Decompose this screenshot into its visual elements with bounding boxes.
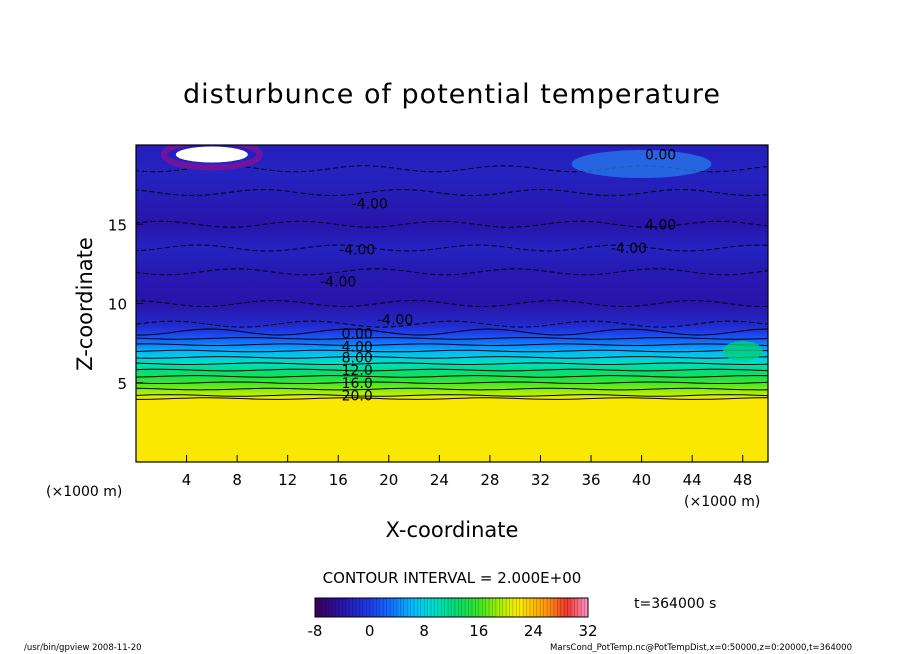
contour-line-14: [136, 299, 768, 308]
y-axis-ticks: 5 10 15: [108, 216, 143, 393]
y-tick-label-2: 15: [108, 216, 127, 234]
contour-line-18: [136, 189, 768, 197]
contour-line-16: [136, 244, 768, 252]
contour-label-9: 8.00: [342, 350, 373, 366]
plot-area: 0.00-4.00-4.00 -4.00-4.00-4.004.000.004.0…: [135, 144, 769, 463]
x-tick-label-4: 20: [379, 471, 398, 489]
contour-label-7: 0.00: [342, 327, 373, 343]
contour-line-17: [136, 220, 768, 228]
x-tick-label-8: 36: [581, 471, 600, 489]
contour-label-2: -4.00: [339, 243, 375, 259]
contour-label-3: -4.00: [611, 241, 647, 257]
contour-lines: [136, 165, 768, 400]
x-tick-label-3: 16: [329, 471, 348, 489]
x-unit-left: (×1000 m): [46, 484, 122, 500]
y-tick-label-1: 10: [108, 296, 127, 314]
contour-line-8: [136, 356, 768, 359]
x-tick-label-10: 44: [683, 471, 702, 489]
colorbar: -8 0 8 16 24 32: [308, 597, 598, 640]
contour-label-5: -4.00: [377, 312, 413, 328]
x-tick-label-9: 40: [632, 471, 651, 489]
x-unit-right: (×1000 m): [684, 494, 760, 510]
contour-line-6: [136, 368, 768, 372]
field-patch-top-left-ring: [160, 145, 263, 171]
footer-left: /usr/bin/gpview 2008-11-20: [24, 643, 142, 653]
time-label: t=364000 s: [634, 596, 716, 612]
field-patch-top-left: [175, 146, 248, 163]
contour-label-10: 12.0: [342, 363, 373, 379]
x-tick-label-2: 12: [278, 471, 297, 489]
colorbar-stripes: [318, 598, 585, 617]
contour-line-1: [136, 397, 768, 400]
contour-label-11: 16.0: [342, 376, 373, 392]
x-tick-label-11: 48: [733, 471, 752, 489]
chart-title: disturbunce of potential temperature: [183, 79, 721, 110]
field-patch-right-edge: [722, 341, 763, 362]
contour-label-6: 4.00: [645, 217, 676, 233]
x-tick-label-7: 32: [531, 471, 550, 489]
contour-label-1: -4.00: [352, 197, 388, 213]
contour-line-11: [136, 337, 768, 340]
contour-line-7: [136, 362, 768, 365]
footer-right: MarsCond_PotTemp.nc@PotTempDist,x=0:5000…: [550, 643, 852, 653]
colorbar-tick-label-1: 0: [365, 622, 375, 640]
colorbar-tick-label-0: -8: [308, 622, 323, 640]
contour-label-4: -4.00: [320, 274, 356, 290]
x-tick-label-5: 24: [430, 471, 449, 489]
contour-label-12: 20.0: [342, 388, 373, 404]
contour-line-3: [136, 387, 768, 391]
x-axis-ticks: 4 8 12 16 20 24 28 32 36 40 44 48: [182, 455, 752, 489]
contour-line-15: [136, 268, 768, 276]
contour-label-8: 4.00: [342, 339, 373, 355]
x-axis-label: X-coordinate: [386, 518, 519, 542]
y-axis-label: Z-coordinate: [73, 237, 97, 371]
contour-line-9: [136, 349, 768, 353]
colorbar-tick-label-2: 8: [419, 622, 429, 640]
colorbar-tick-label-3: 16: [469, 622, 488, 640]
field-patches: [160, 145, 763, 362]
x-tick-label-0: 4: [182, 471, 192, 489]
field-patch-top-right: [571, 150, 712, 179]
colorbar-ticks: -8 0 8 16 24 32: [308, 622, 598, 640]
colorbar-tick-label-4: 24: [524, 622, 543, 640]
contour-interval-label: CONTOUR INTERVAL = 2.000E+00: [323, 569, 582, 587]
x-tick-label-1: 8: [232, 471, 242, 489]
contour-label-0: 0.00: [645, 148, 676, 164]
contour-line-4: [136, 381, 768, 384]
contour-line-13: [136, 320, 768, 328]
contour-line-5: [136, 375, 768, 378]
contour-line-10: [136, 343, 768, 346]
contour-line-12: [136, 328, 768, 336]
colorbar-tick-label-5: 32: [578, 622, 597, 640]
contour-line-2: [136, 394, 768, 397]
contour-labels: 0.00-4.00-4.00 -4.00-4.00-4.004.000.004.0…: [320, 148, 676, 405]
y-tick-label-0: 5: [117, 375, 127, 393]
x-tick-label-6: 28: [480, 471, 499, 489]
